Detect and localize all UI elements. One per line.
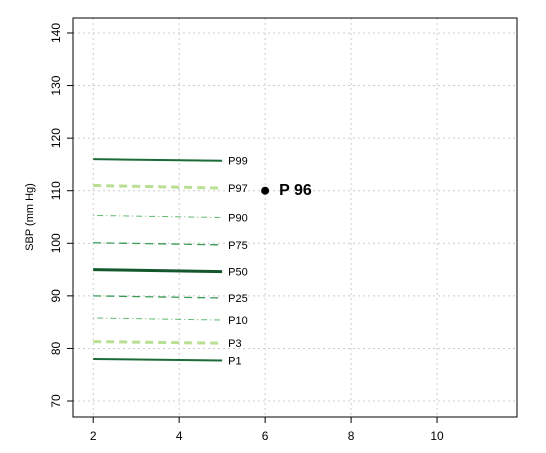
series-label: P99 bbox=[228, 156, 248, 168]
x-tick-label: 6 bbox=[262, 429, 269, 443]
annotation-label: P 96 bbox=[279, 182, 312, 199]
series-label: P97 bbox=[228, 183, 248, 195]
percentile-line bbox=[93, 214, 223, 219]
percentile-line bbox=[93, 268, 223, 274]
series-label: P50 bbox=[228, 267, 248, 279]
percentile-line bbox=[93, 183, 223, 190]
series-label: P90 bbox=[228, 212, 248, 224]
percentile-line bbox=[93, 158, 223, 162]
percentile-line bbox=[93, 242, 223, 246]
x-tick-label: 4 bbox=[176, 429, 183, 443]
percentile-line bbox=[93, 317, 223, 321]
y-tick-label: 130 bbox=[49, 75, 63, 95]
y-tick-label: 110 bbox=[49, 181, 63, 200]
x-tick-label: 8 bbox=[348, 429, 355, 443]
y-tick-label: 140 bbox=[49, 23, 63, 43]
y-tick-label: 100 bbox=[49, 233, 63, 253]
x-tick-label: 10 bbox=[430, 429, 444, 443]
percentile-line bbox=[93, 340, 223, 345]
percentile-line bbox=[93, 295, 223, 299]
y-tick-label: 70 bbox=[49, 394, 63, 408]
y-axis-label: SBP (mm Hg) bbox=[24, 183, 36, 251]
x-tick-label: 2 bbox=[90, 429, 97, 443]
series-label: P1 bbox=[228, 355, 241, 367]
plot-frame bbox=[72, 17, 518, 418]
y-tick-label: 80 bbox=[49, 341, 63, 355]
series-label: P75 bbox=[228, 240, 248, 252]
y-tick-label: 120 bbox=[49, 128, 63, 148]
series-label: P25 bbox=[228, 293, 248, 305]
percentile-line bbox=[93, 357, 223, 362]
series-label: P10 bbox=[228, 315, 248, 327]
y-tick-label: 90 bbox=[49, 289, 63, 303]
series-label: P3 bbox=[228, 338, 241, 350]
annotation-point bbox=[261, 186, 270, 195]
